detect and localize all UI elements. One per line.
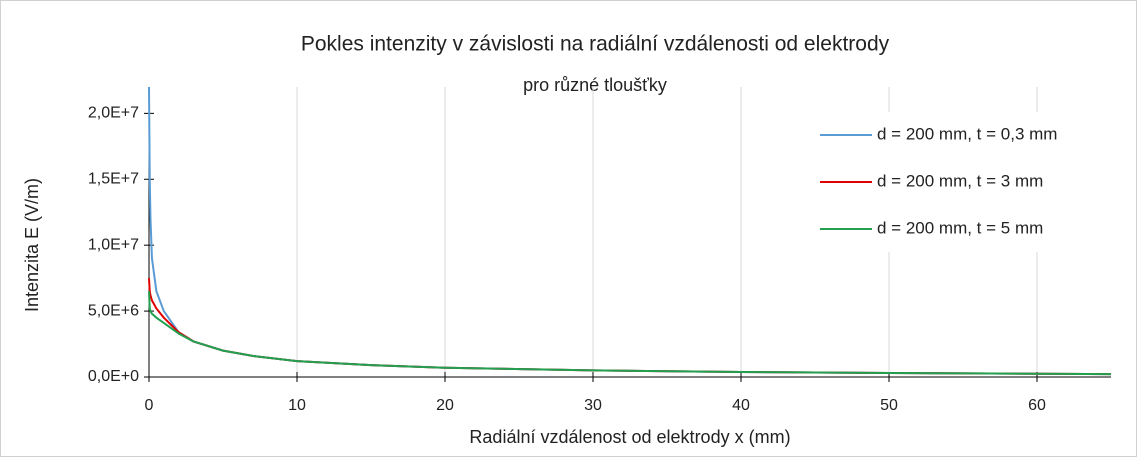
y-tick-label: 1,0E+7 bbox=[88, 236, 139, 253]
chart-subtitle: pro různé tloušťky bbox=[523, 75, 667, 95]
legend-label: d = 200 mm, t = 5 mm bbox=[877, 218, 1043, 237]
x-tick-label: 40 bbox=[732, 397, 750, 414]
x-tick-label: 60 bbox=[1028, 397, 1046, 414]
x-tick-label: 0 bbox=[145, 397, 154, 414]
x-tick-label: 30 bbox=[584, 397, 602, 414]
y-axis-label: Intenzita E (V/m) bbox=[22, 178, 42, 312]
chart-title: Pokles intenzity v závislosti na radiáln… bbox=[301, 33, 890, 56]
x-axis-label: Radiální vzdálenost od elektrody x (mm) bbox=[469, 427, 790, 447]
y-tick-label: 1,5E+7 bbox=[88, 170, 139, 187]
line-series bbox=[148, 291, 1112, 376]
x-tick-label: 10 bbox=[288, 397, 306, 414]
y-tick-label: 5,0E+6 bbox=[88, 302, 139, 319]
y-tick-label: 0,0E+0 bbox=[88, 368, 139, 385]
x-tick-label: 50 bbox=[880, 397, 898, 414]
legend-label: d = 200 mm, t = 0,3 mm bbox=[877, 124, 1057, 143]
x-tick-label: 20 bbox=[436, 397, 454, 414]
legend-label: d = 200 mm, t = 3 mm bbox=[877, 171, 1043, 190]
y-tick-label: 2,0E+7 bbox=[88, 105, 139, 122]
